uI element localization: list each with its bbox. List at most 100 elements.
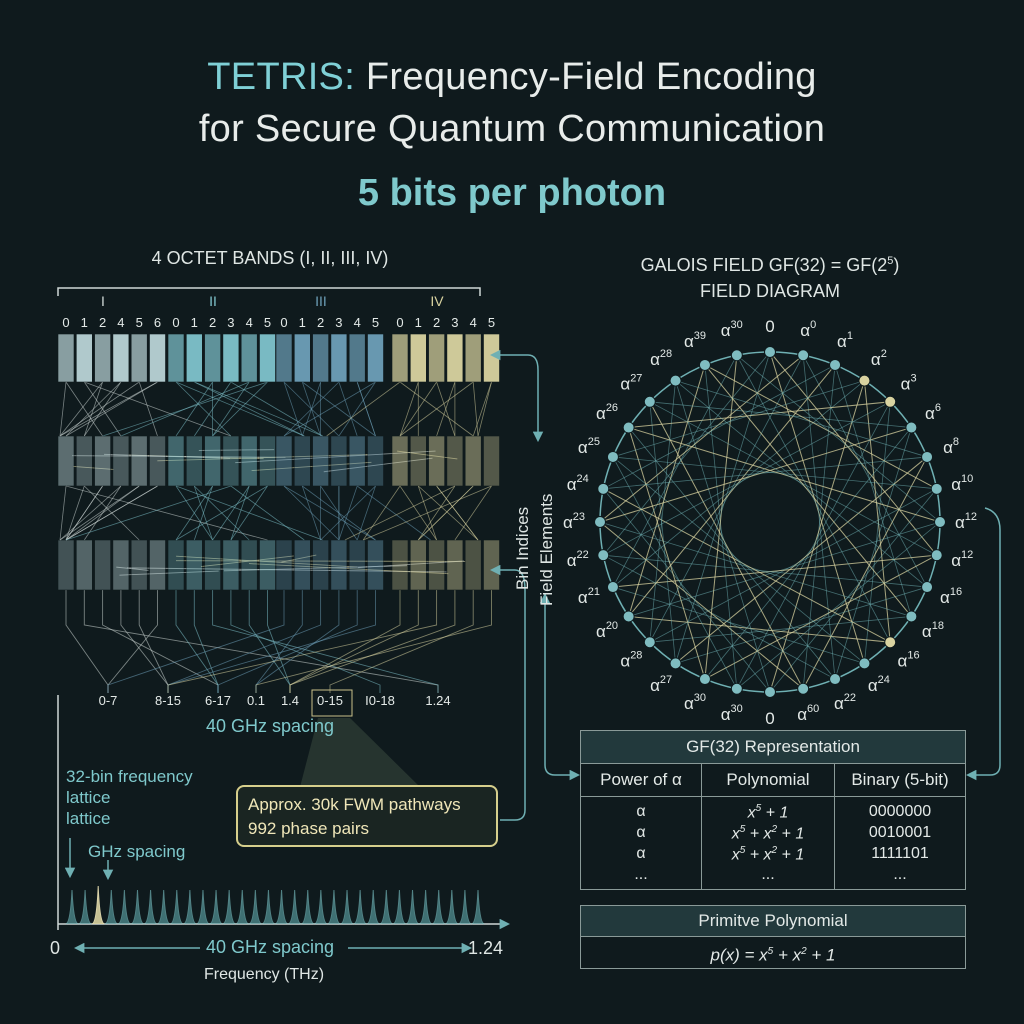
frequency-bin bbox=[293, 333, 311, 383]
fwm-wire bbox=[212, 381, 250, 437]
callout-wedge bbox=[300, 718, 420, 787]
output-wire bbox=[167, 590, 438, 693]
field-element-label: α1 bbox=[837, 330, 853, 351]
field-chord bbox=[628, 521, 941, 617]
field-element-node bbox=[884, 636, 897, 649]
frequency-bin bbox=[275, 333, 293, 383]
field-chord bbox=[769, 351, 865, 664]
field-element-label: α30 bbox=[721, 319, 743, 340]
frequency-bin bbox=[240, 333, 258, 383]
field-element-label: α25 bbox=[578, 436, 600, 457]
field-chord bbox=[675, 456, 928, 664]
frequency-bin bbox=[428, 539, 445, 591]
frequency-bin bbox=[483, 539, 500, 591]
field-elements-label: Field Elements bbox=[537, 494, 556, 606]
frequency-bin bbox=[293, 435, 311, 487]
frequency-bin bbox=[149, 333, 166, 383]
frequency-bin bbox=[409, 333, 427, 383]
fwm-wire bbox=[65, 485, 140, 541]
band-output-label: 0.1 bbox=[247, 693, 265, 708]
field-element-node bbox=[905, 421, 918, 434]
frequency-bin bbox=[204, 435, 221, 487]
field-element-label: α3 bbox=[901, 372, 917, 393]
cross-link bbox=[200, 555, 294, 568]
fwm-wire bbox=[283, 381, 376, 437]
fwm-wire bbox=[59, 381, 67, 437]
lattice-label-line2: lattice bbox=[66, 788, 111, 807]
cross-link bbox=[248, 563, 449, 575]
field-chord bbox=[675, 380, 771, 693]
field-element-label: α16 bbox=[940, 586, 962, 607]
field-chord bbox=[649, 401, 676, 664]
lattice-peak bbox=[170, 889, 184, 925]
bin-index-label: 3 bbox=[227, 315, 234, 330]
output-wire bbox=[217, 590, 358, 693]
field-chord bbox=[649, 355, 804, 643]
fwm-wire bbox=[320, 485, 376, 541]
frequency-bin bbox=[348, 333, 366, 383]
field-chord bbox=[628, 427, 706, 680]
frequency-bin bbox=[112, 539, 130, 591]
frequency-bin bbox=[222, 333, 240, 383]
field-chord bbox=[704, 364, 738, 689]
lattice-peak bbox=[471, 889, 485, 925]
cross-link bbox=[175, 560, 466, 562]
frequency-bin bbox=[149, 539, 166, 591]
fwm-wire bbox=[436, 485, 479, 541]
frequency-bin bbox=[483, 333, 500, 383]
fwm-wire bbox=[418, 485, 474, 541]
cross-link bbox=[251, 461, 372, 472]
col-polynomial: x5 + 1 x5 + x2 + 1 x5 + x2 + 1... bbox=[702, 797, 835, 889]
frequency-bin bbox=[240, 539, 258, 591]
field-element-node bbox=[858, 374, 871, 387]
fwm-wire bbox=[399, 381, 474, 437]
field-element-label: α21 bbox=[578, 586, 600, 607]
lattice-peak bbox=[445, 889, 459, 925]
field-chord bbox=[612, 456, 738, 689]
fwm-wire bbox=[326, 381, 401, 437]
field-chord bbox=[736, 355, 891, 643]
field-chord bbox=[602, 351, 771, 556]
fwm-wire bbox=[194, 381, 305, 437]
field-chord bbox=[649, 401, 912, 428]
field-chord bbox=[612, 456, 865, 664]
frequency-bin bbox=[112, 333, 130, 383]
frequency-bin bbox=[391, 435, 409, 487]
frequency-bin bbox=[367, 435, 384, 487]
cross-link bbox=[116, 566, 149, 571]
field-elements-arrow bbox=[539, 592, 581, 781]
lattice-peak bbox=[288, 889, 301, 925]
field-element-node bbox=[764, 686, 776, 698]
fwm-wire bbox=[338, 381, 376, 437]
field-element-label: α18 bbox=[922, 620, 944, 641]
band-output-label: 0-7 bbox=[99, 693, 118, 708]
bin-index-label: 0 bbox=[62, 315, 69, 330]
power-cell: ... bbox=[634, 866, 648, 883]
frequency-bin bbox=[204, 539, 221, 591]
field-to-table-arrow bbox=[965, 507, 1001, 781]
output-wire bbox=[107, 590, 285, 693]
frequency-bin bbox=[367, 333, 384, 383]
lattice-peak bbox=[327, 889, 341, 925]
binary-cell: 1111101 bbox=[871, 845, 929, 862]
frequency-bin bbox=[409, 435, 427, 487]
field-chord bbox=[736, 354, 941, 523]
field-chord bbox=[603, 554, 836, 680]
frequency-bin bbox=[186, 333, 203, 383]
fwm-wire bbox=[230, 381, 323, 437]
field-element-label: α0 bbox=[800, 319, 816, 340]
field-header-sup: 5 bbox=[887, 255, 894, 267]
field-chord bbox=[602, 488, 771, 693]
frequency-bin bbox=[464, 435, 482, 487]
fwm-wire bbox=[59, 485, 67, 541]
band-output-label: I0-18 bbox=[365, 693, 395, 708]
fwm-wire bbox=[302, 381, 376, 437]
lattice-peak bbox=[432, 889, 446, 925]
field-element-label: α22 bbox=[834, 692, 856, 713]
frequency-bin bbox=[94, 435, 111, 487]
field-chord bbox=[603, 456, 928, 490]
frequency-bin bbox=[222, 435, 240, 487]
field-element-label: α2 bbox=[871, 348, 887, 369]
fwm-wire bbox=[175, 485, 213, 541]
fwm-wire bbox=[399, 485, 437, 541]
